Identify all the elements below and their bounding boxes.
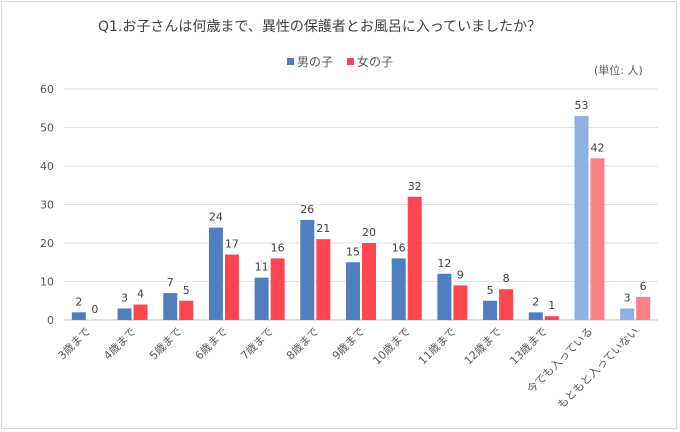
- data-label: 9: [457, 268, 464, 281]
- bar-girls: [407, 196, 422, 320]
- y-tick-label: 0: [47, 314, 54, 327]
- bar-boys: [483, 300, 498, 320]
- data-label: 2: [75, 295, 82, 308]
- data-label: 20: [362, 226, 376, 239]
- bar-boys: [208, 227, 223, 320]
- x-tick-label: 6歳まで: [193, 325, 230, 362]
- legend-swatch-girls: [347, 58, 355, 65]
- x-tick-label: 9歳まで: [330, 325, 367, 362]
- bar-girls: [590, 158, 605, 320]
- bar-girls: [179, 300, 194, 320]
- y-tick-label: 10: [40, 276, 54, 289]
- y-tick-label: 20: [40, 237, 54, 250]
- bar-boys: [117, 308, 132, 320]
- data-label: 42: [590, 141, 604, 154]
- chart-title: Q1.お子さんは何歳まで、異性の保護者とお風呂に入っていましたか？: [98, 19, 542, 35]
- bar-girls: [133, 304, 148, 320]
- x-tick-label: 12歳まで: [462, 325, 504, 367]
- legend-swatch-boys: [287, 58, 294, 65]
- bar-boys: [71, 312, 86, 320]
- data-label: 6: [640, 280, 647, 293]
- data-label: 7: [167, 276, 174, 289]
- data-label: 4: [137, 288, 144, 301]
- data-label: 32: [408, 180, 422, 193]
- x-tick-label: 8歳まで: [284, 325, 321, 362]
- legend: 男の子 女の子: [287, 53, 393, 70]
- bar-boys: [346, 262, 360, 320]
- x-tick-label: 13歳まで: [507, 325, 549, 367]
- data-label: 24: [209, 211, 223, 224]
- bar-boys: [163, 293, 178, 320]
- bar-boys: [437, 273, 452, 320]
- x-tick-label: 11歳まで: [416, 325, 458, 367]
- x-tick-label: 5歳まで: [147, 325, 184, 362]
- x-tick-label: 7歳まで: [238, 325, 275, 362]
- data-label: 2: [532, 295, 539, 308]
- bar-boys: [574, 115, 589, 320]
- data-label: 12: [437, 257, 451, 270]
- legend-item-boys: 男の子: [287, 53, 333, 70]
- bar-girls: [544, 316, 559, 320]
- data-label: 17: [225, 238, 239, 251]
- x-tick-label: 10歳まで: [370, 325, 412, 367]
- y-tick-label: 50: [40, 122, 54, 135]
- y-tick-label: 30: [40, 199, 54, 212]
- unit-note: (単位: 人): [594, 64, 643, 77]
- bar-girls: [362, 243, 376, 320]
- bar-girls: [270, 258, 285, 320]
- bar-boys: [391, 258, 406, 320]
- y-tick-label: 60: [40, 83, 54, 96]
- bar-girls: [499, 289, 514, 320]
- bar-girls: [636, 296, 651, 320]
- bar-boys: [254, 277, 269, 320]
- x-tick-label: 3歳まで: [55, 325, 92, 362]
- bar-girls: [453, 285, 468, 320]
- data-label: 26: [300, 203, 314, 216]
- data-label: 21: [316, 222, 330, 235]
- data-label: 1: [548, 299, 555, 312]
- data-label: 16: [271, 241, 285, 254]
- data-label: 11: [255, 261, 269, 274]
- bar-girls: [316, 239, 331, 320]
- bar-boys: [528, 312, 543, 320]
- bar-boys: [300, 219, 315, 320]
- data-label: 16: [392, 241, 406, 254]
- data-label: 0: [91, 303, 98, 316]
- data-label: 53: [574, 99, 588, 112]
- bar-girls: [224, 254, 239, 320]
- data-label: 5: [487, 284, 494, 297]
- bar-boys: [620, 308, 635, 320]
- x-tick-label: 4歳まで: [101, 325, 138, 362]
- data-label: 15: [346, 245, 360, 258]
- legend-label-boys: 男の子: [297, 55, 334, 69]
- legend-item-girls: 女の子: [347, 53, 393, 70]
- x-tick-label: もともと入っていない: [555, 325, 641, 411]
- y-tick-label: 40: [40, 160, 54, 173]
- data-label: 3: [624, 291, 631, 304]
- data-label: 5: [183, 284, 190, 297]
- legend-label-girls: 女の子: [357, 55, 394, 69]
- data-label: 8: [503, 272, 510, 285]
- data-label: 3: [121, 291, 128, 304]
